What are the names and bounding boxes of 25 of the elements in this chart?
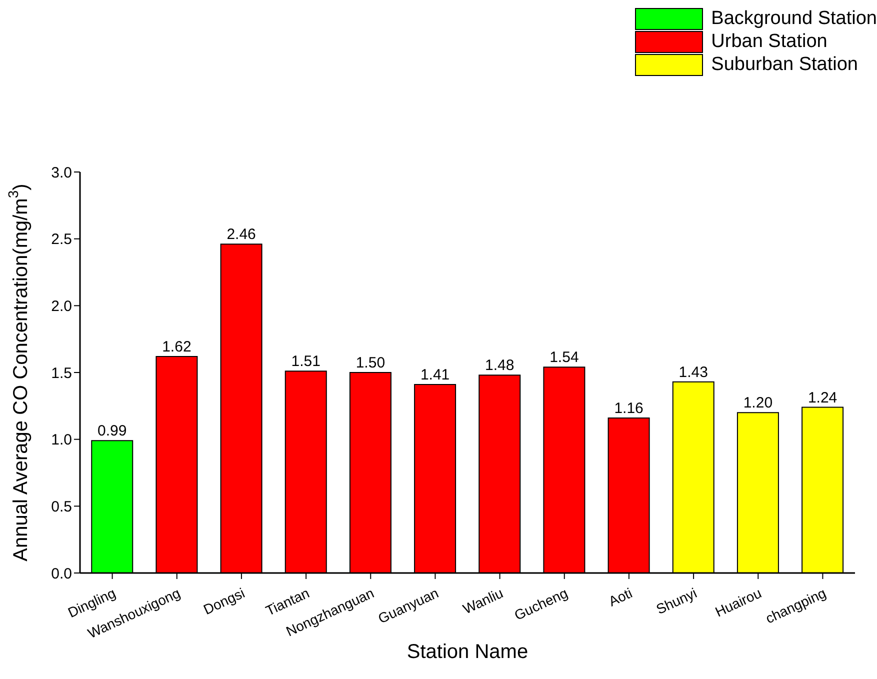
data-label: 1.50 bbox=[356, 354, 386, 372]
data-label: 1.48 bbox=[485, 357, 514, 374]
data-label: 1.41 bbox=[420, 366, 450, 384]
y-tick-label: 2.0 bbox=[51, 298, 72, 315]
data-label: 1.51 bbox=[291, 353, 320, 370]
legend-label: Suburban Station bbox=[711, 54, 858, 76]
y-tick-label: 1.0 bbox=[51, 432, 72, 449]
data-label: 1.43 bbox=[678, 364, 708, 381]
y-tick-label: 3.0 bbox=[51, 164, 72, 182]
legend-label: Urban Station bbox=[711, 31, 828, 53]
x-tick-label: Wanliu bbox=[460, 584, 506, 618]
data-label: 1.62 bbox=[162, 338, 192, 356]
legend-label: Background Station bbox=[711, 8, 877, 30]
y-tick-label: 1.5 bbox=[51, 364, 72, 382]
y-tick-label: 2.5 bbox=[51, 231, 72, 248]
data-label: 0.99 bbox=[98, 422, 127, 440]
data-label: 2.46 bbox=[226, 226, 256, 244]
data-label: 1.20 bbox=[743, 394, 773, 412]
data-label: 1.16 bbox=[614, 400, 644, 417]
y-tick-label: 0.0 bbox=[51, 565, 72, 582]
data-label: 1.54 bbox=[550, 349, 579, 366]
y-tick-label: 0.5 bbox=[51, 498, 72, 516]
data-label: 1.24 bbox=[808, 389, 838, 406]
x-tick-label: Aoti bbox=[606, 584, 635, 610]
x-axis-title: Station Name bbox=[406, 641, 528, 663]
